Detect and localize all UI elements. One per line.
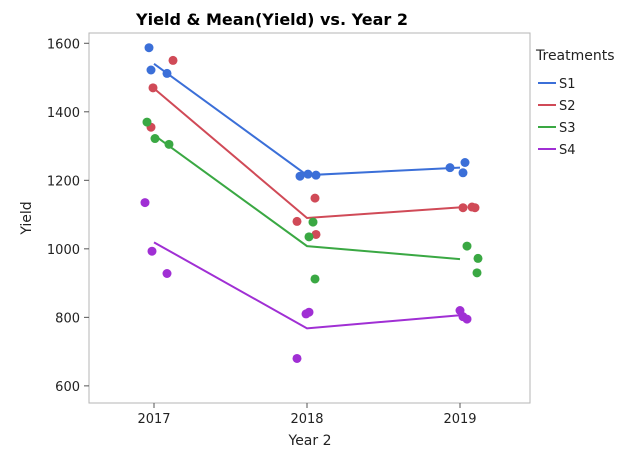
series-s3 [142,117,483,284]
data-point [292,216,302,226]
y-tick-label: 1600 [47,37,80,52]
data-point [162,68,172,78]
y-tick-label: 1000 [47,243,80,258]
data-point [292,353,302,363]
data-point [142,117,152,127]
legend-label: S1 [559,77,576,92]
x-axis-title: Year 2 [288,433,332,449]
x-axis: 2017 2018 2019 [137,403,477,427]
x-tick-label: 2018 [290,412,323,427]
data-point [147,246,157,256]
data-point [311,229,321,239]
data-point [458,168,468,178]
data-point [301,309,311,319]
y-axis-title: Yield [19,201,35,235]
legend-label: S4 [559,143,576,158]
y-axis: 600 800 1000 1200 1400 1600 [47,37,89,395]
data-point [303,169,313,179]
data-point [470,203,480,213]
data-point [304,232,314,242]
x-tick-label: 2019 [443,412,476,427]
x-tick-label: 2017 [137,412,170,427]
mean-line [153,87,461,220]
data-point [148,83,158,93]
data-point [295,171,305,181]
data-point [140,198,150,208]
chart-title: Yield & Mean(Yield) vs. Year 2 [135,10,408,29]
series-s1 [144,43,470,181]
data-point [144,43,154,53]
mean-line [153,134,461,261]
data-point [472,268,482,278]
data-point [311,170,321,180]
data-point [458,203,468,213]
series-s4 [140,198,472,363]
data-point [445,163,455,173]
data-point [460,158,470,167]
series-s2 [146,55,480,239]
series-layer [140,43,483,363]
y-tick-label: 800 [55,311,80,326]
data-point [462,241,472,251]
data-point [164,139,174,149]
y-tick-label: 1400 [47,106,80,121]
data-point [308,217,318,227]
data-point [310,274,320,284]
data-point [150,134,160,144]
mean-line [153,241,461,330]
data-point [162,269,172,278]
legend-title: Treatments [535,48,615,64]
data-point [146,65,156,75]
data-point [462,314,472,324]
legend-label: S3 [559,121,576,136]
data-point [473,253,483,263]
legend-label: S2 [559,99,576,114]
y-tick-label: 600 [55,380,80,395]
y-tick-label: 1200 [47,174,80,189]
legend: Treatments S1 S2 S3 S4 [535,48,615,158]
data-point [168,55,178,65]
data-point [310,193,320,203]
